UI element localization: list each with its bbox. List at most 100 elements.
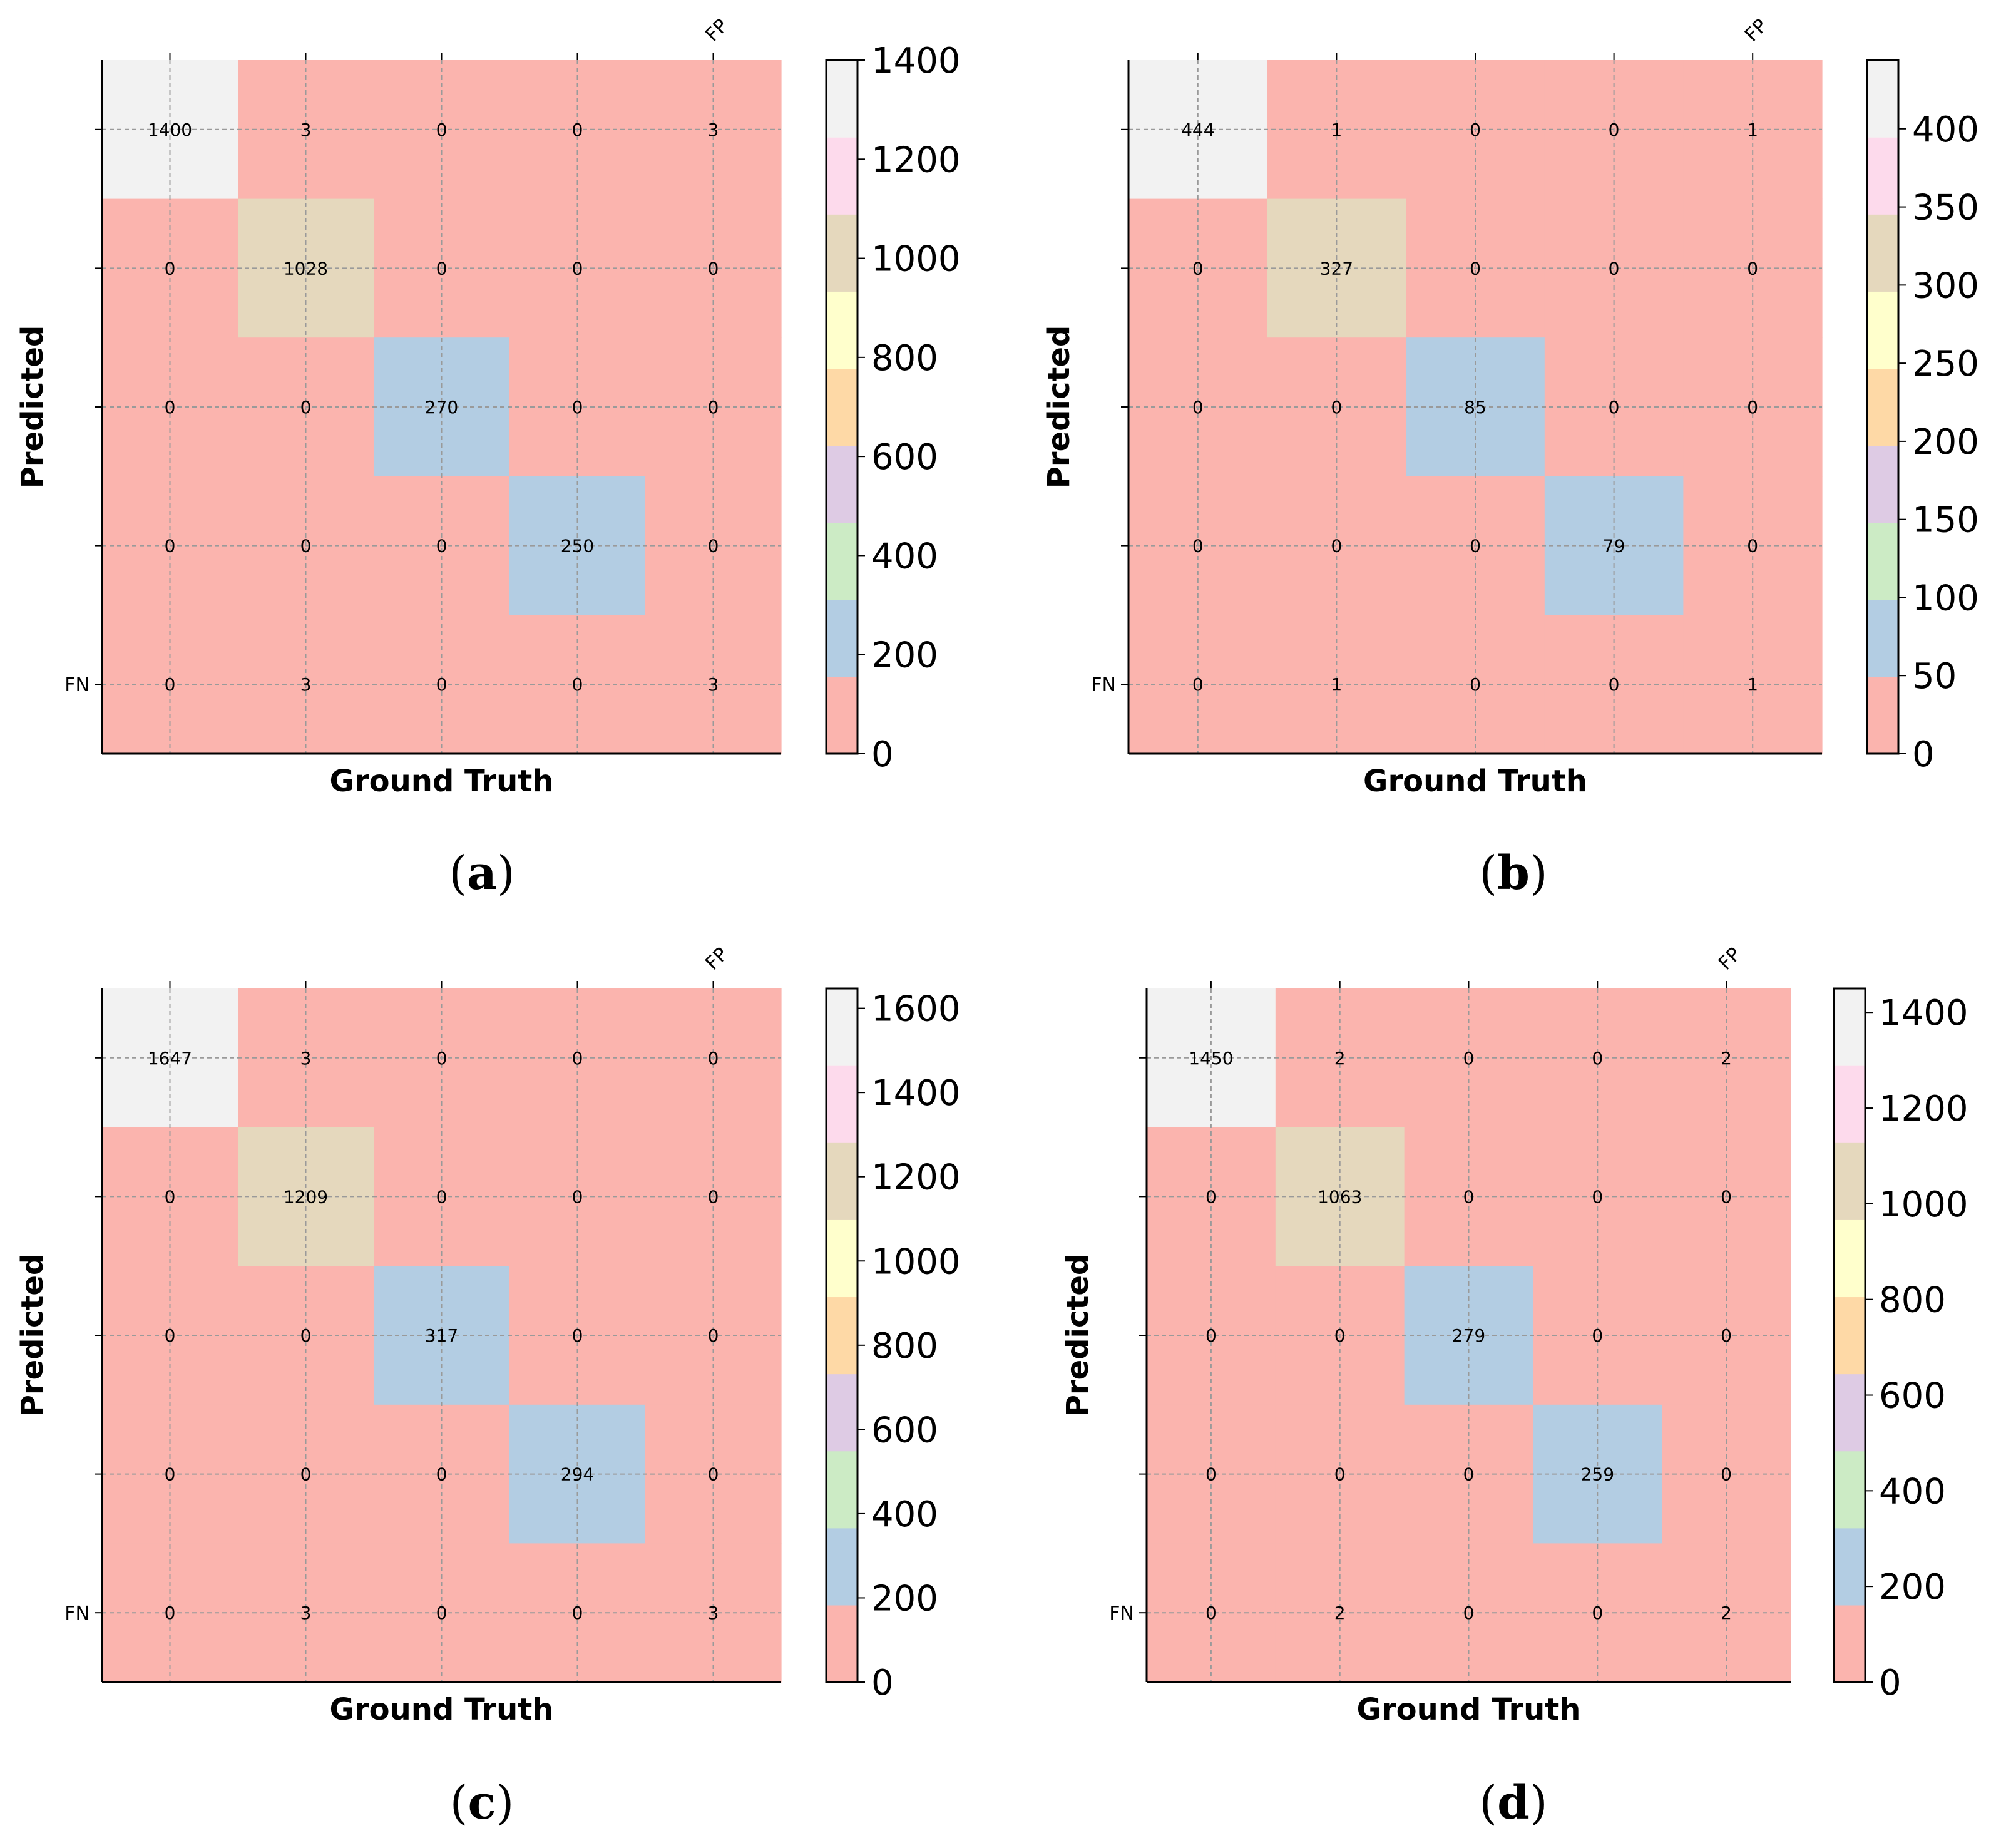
colorbar-segment bbox=[826, 137, 857, 215]
cell-value-label: 327 bbox=[1320, 258, 1353, 279]
x-axis-label: Ground Truth bbox=[330, 1692, 554, 1727]
cell-value-label: 0 bbox=[300, 397, 312, 418]
colorbar-tick-label: 800 bbox=[1879, 1280, 1946, 1321]
cell-value-label: 0 bbox=[1592, 1186, 1603, 1207]
fp-tick-label: FP bbox=[701, 943, 732, 975]
colorbar-tick-label: 100 bbox=[1912, 578, 1979, 619]
cell-value-label: 2 bbox=[1721, 1048, 1732, 1069]
colorbar-segment bbox=[826, 1373, 857, 1452]
fn-tick-label: FN bbox=[1109, 1603, 1134, 1625]
colorbar-tick-label: 400 bbox=[1879, 1471, 1946, 1512]
cell-value-label: 294 bbox=[561, 1464, 594, 1485]
cell-value-label: 2 bbox=[1334, 1603, 1346, 1623]
colorbar-tick-label: 300 bbox=[1912, 265, 1979, 306]
cell-value-label: 0 bbox=[1470, 120, 1481, 140]
colorbar-segment bbox=[826, 1142, 857, 1220]
cell-value-label: 0 bbox=[572, 1603, 583, 1623]
cell-value-label: 1647 bbox=[148, 1048, 192, 1069]
colorbar-frame bbox=[825, 59, 859, 755]
cell-value-label: 0 bbox=[165, 1325, 176, 1346]
cell-value-label: 0 bbox=[1592, 1603, 1603, 1623]
cell-value-label: 0 bbox=[300, 1464, 312, 1485]
colorbar-segment bbox=[826, 291, 857, 369]
colorbar-tick-label: 350 bbox=[1912, 188, 1979, 228]
colorbar-tick-label: 200 bbox=[871, 1578, 938, 1619]
colorbar-tick-label: 1000 bbox=[1879, 1184, 1968, 1225]
cell-value-label: 0 bbox=[1463, 1603, 1475, 1623]
cell-value-label: 0 bbox=[436, 258, 448, 279]
cell-value-label: 1028 bbox=[284, 258, 328, 279]
colorbar-segment bbox=[826, 445, 857, 523]
cell-value-label: 0 bbox=[1470, 536, 1481, 557]
colorbar-tick-label: 1200 bbox=[871, 140, 961, 180]
cell-value-label: 0 bbox=[165, 674, 176, 695]
cell-value-label: 0 bbox=[1609, 674, 1620, 695]
cell-value-label: 3 bbox=[300, 120, 312, 140]
colorbar-tick-label: 800 bbox=[871, 338, 938, 379]
cell-value-label: 3 bbox=[300, 1603, 312, 1623]
cell-value-label: 0 bbox=[708, 1186, 719, 1207]
cell-value-label: 0 bbox=[1721, 1186, 1732, 1207]
cell-value-label: 0 bbox=[165, 1464, 176, 1485]
y-axis-label: Predicted bbox=[1060, 1254, 1095, 1417]
colorbar-segment bbox=[826, 1604, 857, 1683]
cell-value-label: 1 bbox=[1331, 120, 1342, 140]
x-axis-label: Ground Truth bbox=[1363, 764, 1587, 799]
cell-value-label: 0 bbox=[1721, 1325, 1732, 1346]
cell-value-label: 0 bbox=[1463, 1186, 1475, 1207]
panel-d: 1450 2 0 0 20 1063 0 0 00 0 279 0 00 0 0 259 00 2 0 0 2FNFPG… bbox=[1060, 943, 1968, 1830]
cell-value-label: 0 bbox=[572, 258, 583, 279]
colorbar-segment bbox=[1834, 1219, 1865, 1298]
fn-tick-label: FN bbox=[64, 1603, 90, 1625]
cell-value-label: 270 bbox=[425, 397, 458, 418]
panel-c: 1647 3 0 0 0 0 1209 0 0 0 0 0 317 0 0 0 0 0 294 0 0 3 0 0 3 FN FP G… bbox=[15, 943, 961, 1830]
cell-value-label: 0 bbox=[1192, 397, 1204, 418]
colorbar-tick-label: 200 bbox=[871, 635, 938, 676]
colorbar-segment bbox=[826, 1065, 857, 1143]
x-axis-label: Ground Truth bbox=[1357, 1692, 1581, 1727]
cell-value-label: 0 bbox=[572, 1048, 583, 1069]
cell-value-label: 0 bbox=[572, 397, 583, 418]
colorbar-segment bbox=[1867, 291, 1898, 369]
cell-value-label: 0 bbox=[1747, 536, 1758, 557]
cell-value-label: 0 bbox=[436, 1186, 448, 1207]
colorbar-tick-label: 1400 bbox=[1879, 993, 1968, 1034]
colorbar-segment bbox=[1834, 1527, 1865, 1606]
cell-value-label: 0 bbox=[1470, 258, 1481, 279]
colorbar-segment bbox=[826, 1296, 857, 1375]
cell-value-label: 0 bbox=[1747, 397, 1758, 418]
colorbar-segment bbox=[1867, 214, 1898, 292]
cell-value-label: 0 bbox=[436, 536, 448, 557]
cell-value-label: 1063 bbox=[1318, 1186, 1362, 1207]
cell-value-label: 0 bbox=[1747, 258, 1758, 279]
cell-value-label: 0 bbox=[165, 1603, 176, 1623]
cell-value-label: 0 bbox=[708, 536, 719, 557]
colorbar-tick-label: 200 bbox=[1879, 1567, 1946, 1608]
cell-value-label: 0 bbox=[708, 1325, 719, 1346]
colorbar-segment bbox=[826, 1527, 857, 1606]
colorbar-segment bbox=[1834, 1373, 1865, 1452]
cell-value-label: 0 bbox=[1609, 258, 1620, 279]
colorbar-frame bbox=[1833, 987, 1866, 1683]
colorbar-tick-label: 1000 bbox=[871, 1241, 961, 1282]
cell-value-label: 1209 bbox=[284, 1186, 328, 1207]
cell-value-label: 259 bbox=[1581, 1464, 1614, 1485]
colorbar-tick-label: 400 bbox=[1912, 110, 1979, 150]
cell-value-label: 0 bbox=[1205, 1603, 1217, 1623]
cell-value-label: 2 bbox=[1721, 1603, 1732, 1623]
cell-value-label: 0 bbox=[1592, 1325, 1603, 1346]
cell-value-label: 1450 bbox=[1189, 1048, 1233, 1069]
cell-value-label: 0 bbox=[436, 1048, 448, 1069]
colorbar-tick-label: 250 bbox=[1912, 344, 1979, 384]
colorbar-tick-label: 0 bbox=[1912, 734, 1935, 775]
colorbar-tick-label: 400 bbox=[871, 536, 938, 577]
cell-value-label: 0 bbox=[1334, 1325, 1346, 1346]
colorbar-frame bbox=[1866, 59, 1900, 755]
cell-value-label: 0 bbox=[1609, 397, 1620, 418]
panel-caption: (c) bbox=[450, 1776, 514, 1830]
fn-tick-label: FN bbox=[64, 674, 90, 696]
cell-value-label: 317 bbox=[425, 1325, 458, 1346]
cell-value-label: 0 bbox=[436, 1603, 448, 1623]
cell-value-label: 0 bbox=[165, 536, 176, 557]
colorbar-tick-label: 600 bbox=[871, 437, 938, 478]
